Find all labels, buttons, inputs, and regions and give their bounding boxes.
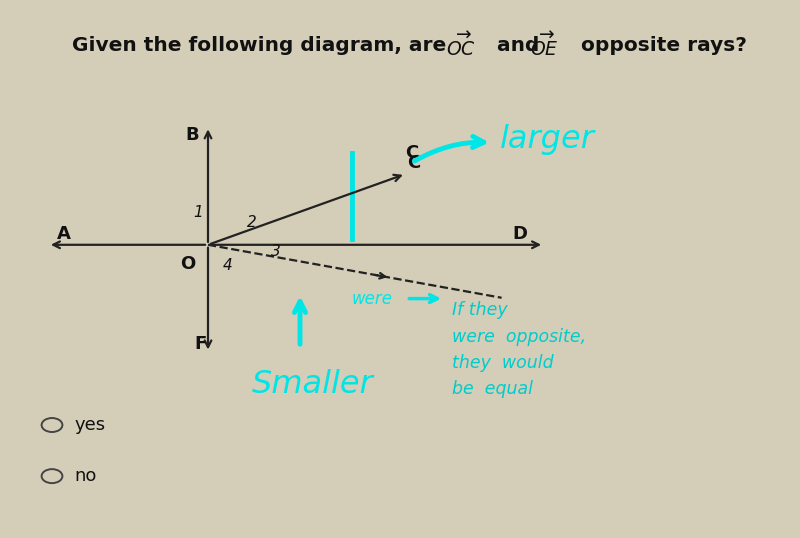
Text: opposite rays?: opposite rays? <box>574 36 747 55</box>
Text: 4: 4 <box>223 258 233 273</box>
Text: C: C <box>406 144 418 162</box>
Text: and: and <box>490 36 546 55</box>
Text: Smaller: Smaller <box>252 369 374 400</box>
Text: $\overrightarrow{OC}$: $\overrightarrow{OC}$ <box>446 32 476 60</box>
Text: If they
were  opposite,
they  would
be  equal: If they were opposite, they would be equ… <box>452 301 586 399</box>
Text: B: B <box>185 125 199 144</box>
Text: Given the following diagram, are: Given the following diagram, are <box>72 36 454 55</box>
Text: no: no <box>74 467 97 485</box>
Text: A: A <box>57 225 71 243</box>
Text: 1: 1 <box>194 205 203 220</box>
Text: F: F <box>194 335 206 353</box>
Text: were: were <box>351 289 393 308</box>
Text: larger: larger <box>500 124 595 155</box>
Text: yes: yes <box>74 416 106 434</box>
Text: 2: 2 <box>247 215 257 230</box>
Text: 3: 3 <box>271 244 281 259</box>
Text: D: D <box>513 225 527 243</box>
Text: O: O <box>180 254 196 273</box>
Text: $\overrightarrow{OE}$: $\overrightarrow{OE}$ <box>530 32 558 60</box>
Text: C: C <box>407 154 420 172</box>
